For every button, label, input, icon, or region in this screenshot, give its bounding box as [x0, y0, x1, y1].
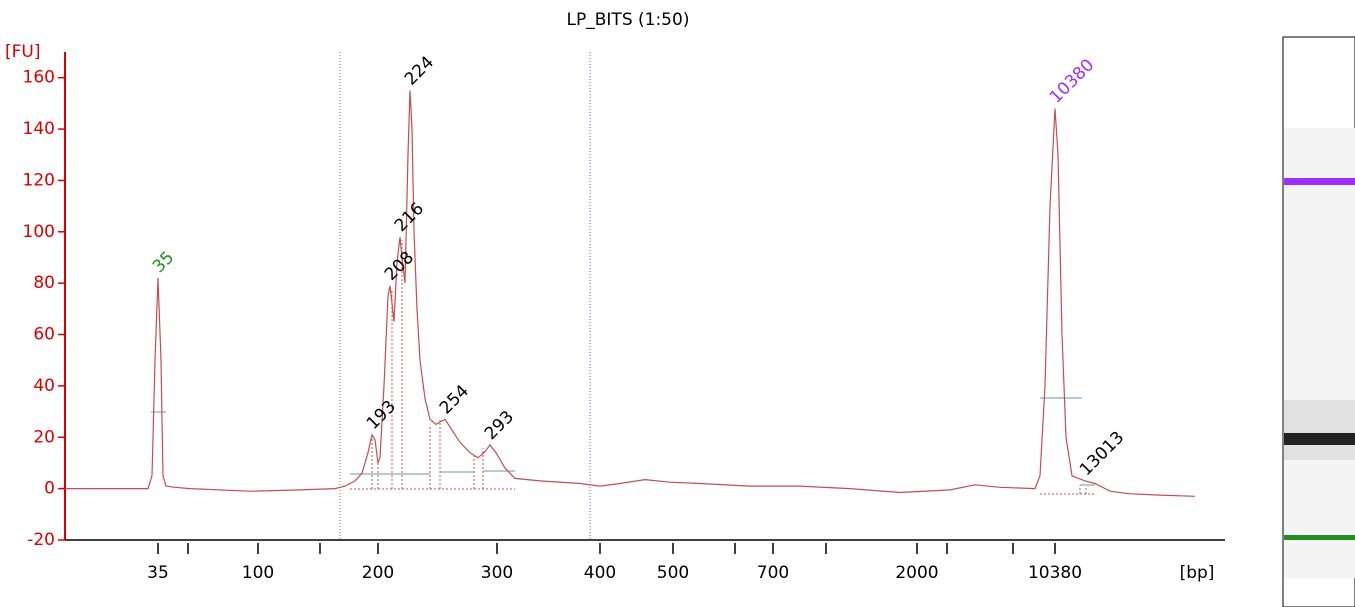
peak-label: 10380 — [1046, 55, 1098, 107]
width-bars — [151, 397, 1095, 486]
peak-label: 224 — [401, 53, 438, 90]
gel-lane — [1284, 128, 1355, 578]
peak-label: 193 — [363, 397, 400, 434]
peak-width-marks — [151, 397, 1095, 486]
gel-image — [1282, 36, 1355, 607]
x-tick-label: 35 — [147, 563, 169, 583]
peak-boundaries — [350, 240, 1095, 495]
peak-label: 254 — [436, 381, 473, 418]
y-tick-label: 0 — [44, 479, 55, 499]
peak-label: 35 — [149, 248, 178, 277]
x-tick-label: 200 — [362, 563, 394, 583]
x-tick-label: 2000 — [895, 563, 938, 583]
gel-upper-marker — [1284, 178, 1355, 185]
chart-title: LP_BITS (1:50) — [567, 10, 690, 30]
peak-label: 13013 — [1076, 428, 1128, 480]
x-tick-label: 300 — [481, 563, 513, 583]
y-tick-label: 160 — [23, 68, 55, 88]
peak-label: 208 — [381, 248, 418, 285]
x-axis-label: [bp] — [1180, 563, 1215, 583]
y-tick-label: 20 — [33, 427, 55, 447]
y-axis-label: [FU] — [5, 42, 41, 62]
gel-main-band — [1284, 433, 1355, 445]
x-tick-label: 10380 — [1028, 563, 1082, 583]
y-tick-label: 60 — [33, 325, 55, 345]
y-tick-label: 120 — [23, 170, 55, 190]
y-tick-label: -20 — [27, 530, 55, 550]
trace — [65, 90, 1196, 497]
gel-lower-marker — [1284, 535, 1355, 540]
peak-baselines — [350, 240, 1095, 495]
y-tick-label: 40 — [33, 376, 55, 396]
x-tick-label: 400 — [584, 563, 616, 583]
y-tick-label: 100 — [23, 222, 55, 242]
peak-label: 216 — [391, 199, 428, 236]
peak-label: 293 — [481, 407, 518, 444]
x-tick-label: 700 — [757, 563, 789, 583]
x-tick-label: 100 — [242, 563, 274, 583]
y-tick-label: 80 — [33, 273, 55, 293]
x-tick-label: 500 — [657, 563, 689, 583]
gel-smear — [1284, 400, 1355, 460]
y-tick-label: 140 — [23, 119, 55, 139]
